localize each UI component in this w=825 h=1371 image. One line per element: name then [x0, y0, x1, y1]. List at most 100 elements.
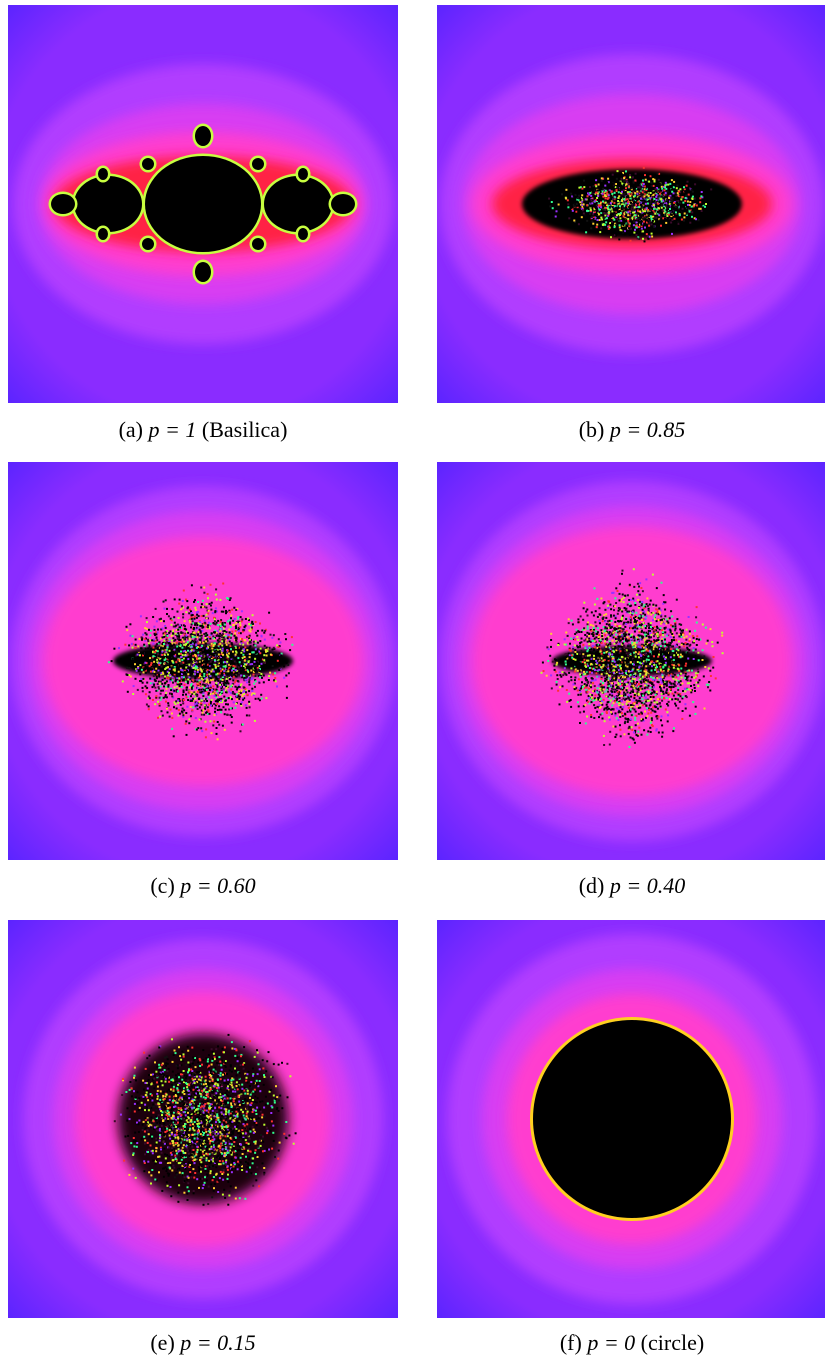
noise-dot: [221, 636, 223, 638]
noise-dot: [220, 700, 222, 702]
noise-dot: [164, 653, 166, 655]
noise-dot: [226, 687, 228, 689]
julia-set: [98, 168, 108, 180]
noise-dot: [643, 195, 645, 197]
noise-dot: [218, 654, 220, 656]
noise-dot: [721, 635, 723, 637]
noise-dot: [587, 208, 589, 210]
noise-dot: [174, 598, 176, 600]
noise-dot: [196, 617, 198, 619]
noise-dot: [280, 655, 282, 657]
noise-dot: [171, 717, 173, 719]
noise-dot: [696, 622, 698, 624]
noise-dot: [164, 646, 166, 648]
noise-dot: [602, 201, 604, 203]
noise-dot: [201, 615, 203, 617]
noise-dot: [651, 198, 653, 200]
noise-dot: [210, 704, 212, 706]
noise-dot: [246, 714, 248, 716]
noise-dot: [219, 643, 221, 645]
noise-dot: [548, 198, 550, 200]
noise-dot: [669, 219, 671, 221]
julia-set: [252, 158, 264, 170]
noise-dot: [255, 621, 257, 623]
noise-dot: [639, 631, 641, 633]
noise-dot: [599, 219, 601, 221]
noise-dot: [230, 648, 232, 650]
noise-dot: [218, 675, 220, 677]
noise-dot: [215, 689, 217, 691]
noise-dot: [604, 691, 606, 693]
noise-dot: [135, 639, 137, 641]
noise-dot: [240, 658, 242, 660]
noise-dot: [239, 661, 241, 663]
noise-dot: [670, 610, 672, 612]
noise-dot: [620, 229, 622, 231]
noise-dot: [656, 191, 658, 193]
noise-dot: [558, 204, 560, 206]
noise-dot: [261, 630, 263, 632]
noise-dot: [635, 204, 637, 206]
noise-dot: [194, 618, 196, 620]
noise-dot: [181, 641, 183, 643]
noise-dot: [249, 656, 251, 658]
noise-dot: [156, 672, 158, 674]
noise-dot: [145, 685, 147, 687]
noise-dot: [173, 616, 175, 618]
noise-dot: [220, 698, 222, 700]
noise-dot: [206, 674, 208, 676]
noise-dot: [182, 637, 184, 639]
noise-dot: [688, 616, 690, 618]
noise-dot: [610, 616, 612, 618]
noise-dot: [195, 638, 197, 640]
noise-dot: [211, 699, 213, 701]
noise-dot: [204, 708, 206, 710]
noise-dot: [583, 203, 585, 205]
noise-dot: [625, 187, 627, 189]
noise-dot: [595, 610, 597, 612]
noise-dot: [696, 635, 698, 637]
noise-dot: [665, 192, 667, 194]
noise-dot: [189, 619, 191, 621]
noise-dot: [650, 175, 652, 177]
noise-dot: [201, 671, 203, 673]
noise-dot: [633, 224, 635, 226]
noise-dot: [276, 686, 278, 688]
noise-dot: [235, 627, 237, 629]
noise-dot: [132, 654, 134, 656]
noise-dot: [607, 605, 609, 607]
noise-dot: [220, 664, 222, 666]
noise-dot: [163, 697, 165, 699]
noise-dot: [205, 728, 207, 730]
noise-dot: [619, 583, 621, 585]
noise-dot: [628, 230, 630, 232]
noise-dot: [664, 214, 666, 216]
noise-dot: [291, 636, 293, 638]
noise-dot: [183, 657, 185, 659]
noise-dot: [587, 195, 589, 197]
noise-dot: [692, 649, 694, 651]
noise-dot: [220, 625, 222, 627]
noise-dot: [208, 692, 210, 694]
noise-dot: [695, 195, 697, 197]
noise-dot: [636, 225, 638, 227]
noise-dot: [665, 184, 667, 186]
noise-dot: [240, 675, 242, 677]
noise-dot: [158, 681, 160, 683]
noise-dot: [215, 657, 217, 659]
noise-dot: [146, 658, 148, 660]
noise-dot: [206, 607, 208, 609]
noise-dot: [166, 662, 168, 664]
noise-dot: [188, 612, 190, 614]
noise-dot: [205, 658, 207, 660]
noise-dot: [652, 196, 654, 198]
noise-dot: [148, 708, 150, 710]
noise-dot: [240, 730, 242, 732]
noise-dot: [209, 675, 211, 677]
noise-dot: [173, 651, 175, 653]
noise-dot: [186, 706, 188, 708]
noise-dot: [635, 226, 637, 228]
noise-dot: [165, 701, 167, 703]
noise-dot: [609, 719, 611, 721]
noise-dot: [583, 205, 585, 207]
